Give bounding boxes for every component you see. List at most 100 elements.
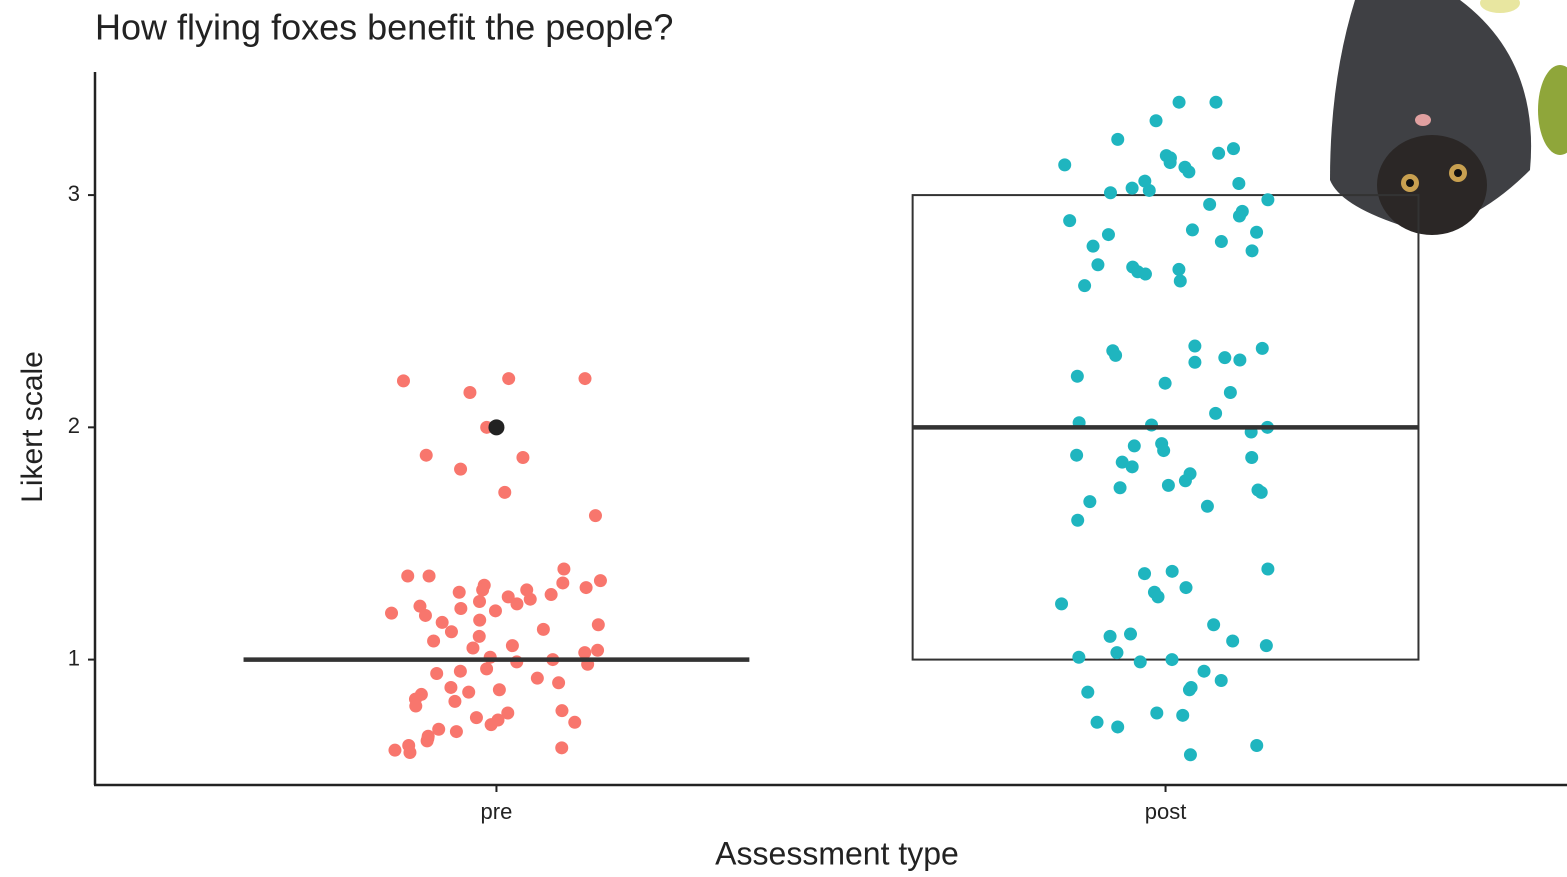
point [445,625,458,638]
point [493,683,506,696]
point [1207,618,1220,631]
point [1218,351,1231,364]
point [556,576,569,589]
point [430,667,443,680]
point [1139,268,1152,281]
bat-head [1377,135,1487,235]
chart: How flying foxes benefit the people? Lik… [0,0,1567,877]
point [524,593,537,606]
y-tick-label: 1 [68,645,80,670]
point [1188,340,1201,353]
point [1157,444,1170,457]
point [557,563,570,576]
point [555,704,568,717]
point [454,665,467,678]
point [397,374,410,387]
point [462,686,475,699]
point [1150,707,1163,720]
point [1071,370,1084,383]
point [1165,653,1178,666]
point [436,616,449,629]
bat-pupil [1454,169,1462,177]
point [594,574,607,587]
point [1224,386,1237,399]
point [579,372,592,385]
point [1172,263,1185,276]
bat-pupil [1406,179,1414,187]
point [492,713,505,726]
point [1226,635,1239,648]
point [1091,258,1104,271]
point [1233,353,1246,366]
point [1209,96,1222,109]
point [470,711,483,724]
point [1083,495,1096,508]
point [591,644,604,657]
bat-nose [1415,114,1431,126]
point [1186,223,1199,236]
point [1227,142,1240,155]
point [420,449,433,462]
point [1070,449,1083,462]
point [1102,228,1115,241]
point [1087,240,1100,253]
y-tick-label: 3 [68,181,80,206]
point [1124,628,1137,641]
point [1256,342,1269,355]
point [1261,563,1274,576]
point [1150,114,1163,127]
point [1182,165,1195,178]
point [1232,177,1245,190]
point [1114,481,1127,494]
point [476,583,489,596]
point [1174,275,1187,288]
point [403,746,416,759]
durian [1538,65,1567,155]
point [1111,133,1124,146]
point [1126,460,1139,473]
point [454,602,467,615]
page: {"chart_data": { "type": "box", "title":… [0,0,1567,877]
point [1250,226,1263,239]
point [480,662,493,675]
point [589,509,602,522]
point [1055,597,1068,610]
point [1104,630,1117,643]
point [1245,451,1258,464]
point [473,630,486,643]
point [1184,748,1197,761]
bat-illustration [1330,0,1567,235]
point [1143,184,1156,197]
point [385,607,398,620]
fruit [1480,0,1520,13]
point [444,681,457,694]
point [1162,479,1175,492]
point [1201,500,1214,513]
point [473,614,486,627]
point [1215,235,1228,248]
point [1188,356,1201,369]
point [498,486,511,499]
point [427,635,440,648]
point [463,386,476,399]
point [578,646,591,659]
point [510,597,523,610]
point [419,609,432,622]
point [489,604,502,617]
point [516,451,529,464]
point [1198,665,1211,678]
point [531,672,544,685]
point [506,639,519,652]
point [1250,739,1263,752]
outlier [488,419,504,435]
point [580,581,593,594]
chart-title: How flying foxes benefit the people? [95,7,673,48]
point [1164,156,1177,169]
point [454,463,467,476]
y-tick-label: 2 [68,413,80,438]
point [401,569,414,582]
point [1173,96,1186,109]
point [1081,686,1094,699]
point [1179,474,1192,487]
point [592,618,605,631]
